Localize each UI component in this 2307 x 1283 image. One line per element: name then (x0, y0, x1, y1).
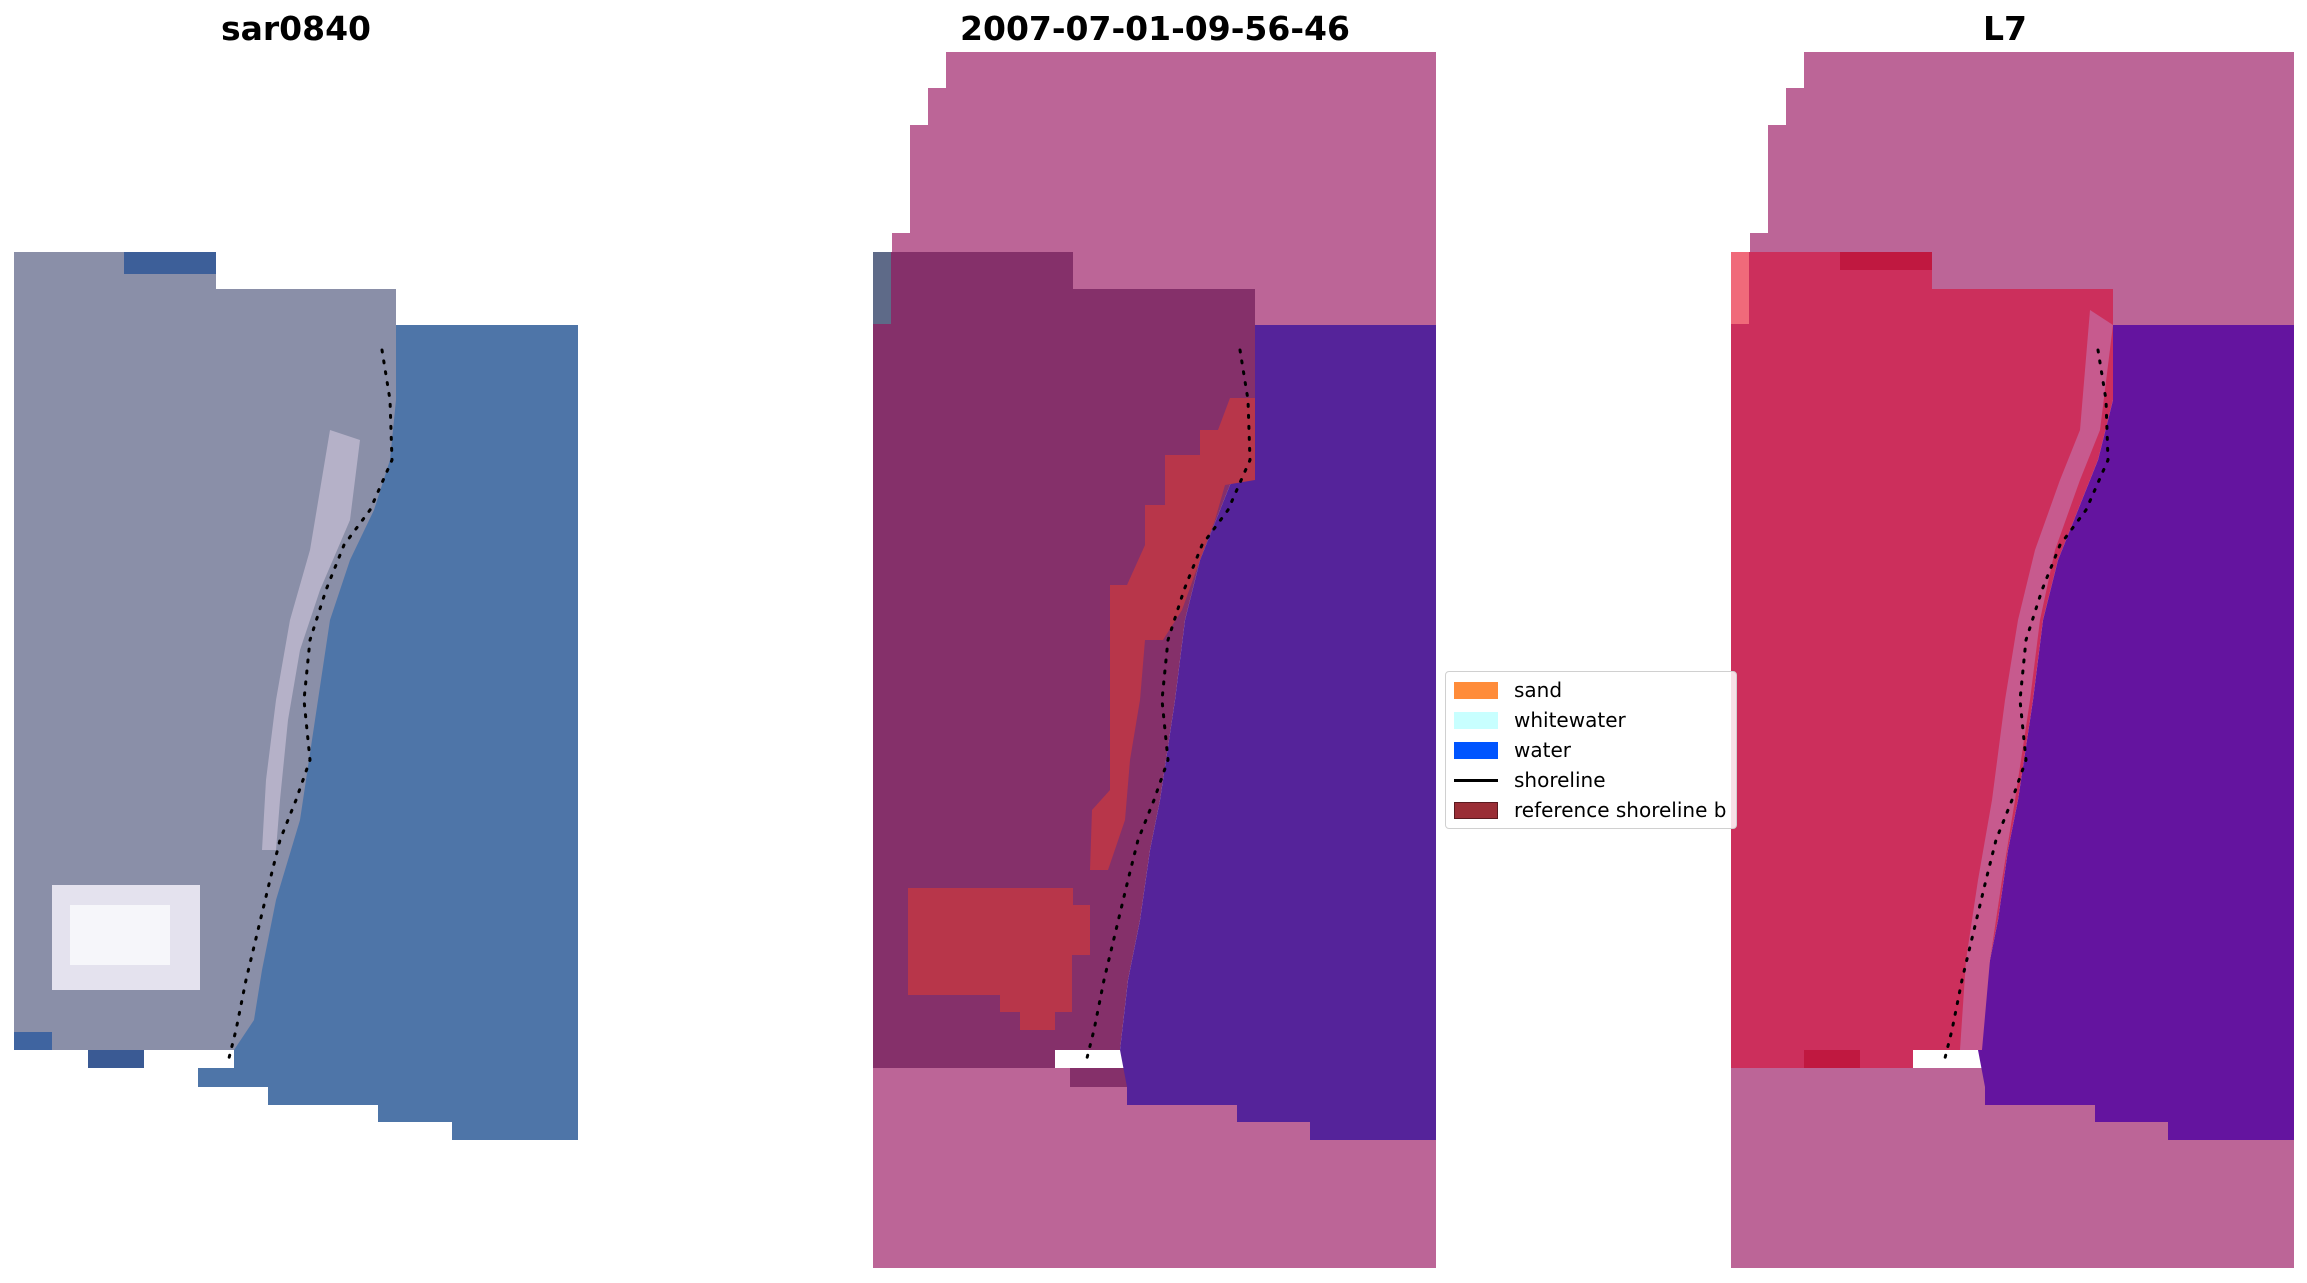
rgb-bright-beach (262, 430, 360, 850)
classified-land (873, 252, 1255, 1087)
satellite-water (1978, 325, 2294, 1140)
reference-shoreline-buffer (908, 398, 1255, 1030)
satellite-dark-patch-top (1840, 252, 1932, 270)
false-color-image (1731, 52, 2294, 1268)
legend-item-water: water (1454, 738, 1571, 762)
whitewater-swatch-icon (1454, 711, 1498, 729)
legend-item-shoreline: shoreline (1454, 768, 1606, 792)
legend-item-whitewater: whitewater (1454, 708, 1626, 732)
rgb-cloud-core (70, 905, 170, 965)
legend-label: reference shoreline b (1514, 798, 1727, 822)
rgb-dark-patch-top (124, 252, 216, 274)
water-swatch-icon (1454, 741, 1498, 759)
panel-title-classified: 2007-07-01-09-56-46 (960, 9, 1350, 48)
satellite-masked-region-bottom (1731, 1050, 2294, 1268)
legend-label: water (1514, 738, 1571, 762)
rgb-dark-patch-bottom (88, 1050, 144, 1068)
legend: sand whitewater water shoreline referenc… (1445, 671, 1737, 829)
classified-masked-region-bottom (873, 1050, 1436, 1268)
rgb-edge-patch (14, 1032, 52, 1050)
classified-water (1120, 325, 1436, 1140)
reference-buffer-swatch-icon (1454, 801, 1498, 819)
classified-gray-patch (873, 252, 891, 324)
legend-item-reference-shoreline: reference shoreline b (1454, 798, 1726, 822)
legend-label: whitewater (1514, 708, 1626, 732)
satellite-edge-patch (1731, 252, 1749, 324)
legend-item-sand: sand (1454, 678, 1562, 702)
satellite-beach-strip (1960, 310, 2113, 1050)
rgb-water (198, 289, 578, 1140)
panel-title-satellite: L7 (1983, 9, 2027, 48)
legend-label: shoreline (1514, 768, 1606, 792)
satellite-land (1731, 252, 2113, 1068)
classified-masked-region-top (892, 52, 1436, 325)
satellite-dark-patch-bottom (1804, 1050, 1860, 1068)
shoreline-line-icon (1454, 778, 1498, 782)
satellite-masked-region-top (1750, 52, 2294, 325)
sand-swatch-icon (1454, 681, 1498, 699)
panel-title-rgb: sar0840 (220, 9, 372, 48)
legend-label: sand (1514, 678, 1563, 702)
rgb-image (14, 252, 578, 1140)
classified-image (873, 52, 1436, 1268)
